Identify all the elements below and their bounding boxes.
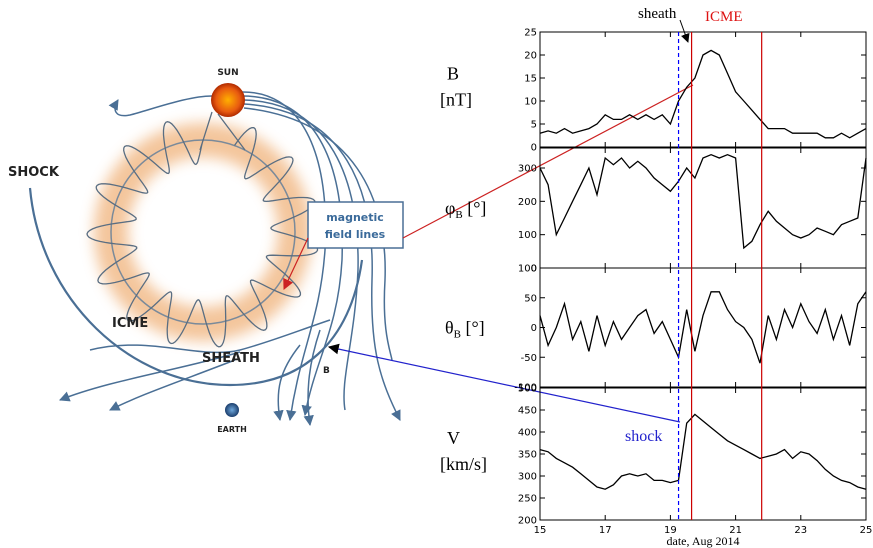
y-label-unit: [°] xyxy=(463,198,487,218)
y-tick-label: 200 xyxy=(518,516,537,527)
x-tick-label: 21 xyxy=(729,525,742,536)
y-tick-label: 300 xyxy=(518,472,537,483)
y-tick-label: 250 xyxy=(518,494,537,505)
y-label-symbol: φ xyxy=(445,198,455,218)
y-tick-label: 400 xyxy=(518,428,537,439)
y-tick-label: 300 xyxy=(518,164,537,175)
earth xyxy=(225,403,239,417)
y-tick-label: 0 xyxy=(531,323,537,334)
y-tick-label: 100 xyxy=(518,230,537,241)
x-tick-label: 15 xyxy=(534,525,547,536)
field-lines xyxy=(28,91,401,427)
y-tick-label: 10 xyxy=(524,97,537,108)
y-label: [nT] xyxy=(440,90,472,110)
y-label: φB [°] xyxy=(445,198,486,221)
annotation: shock xyxy=(625,428,662,445)
x-tick-label: 19 xyxy=(664,525,677,536)
y-tick-label: 15 xyxy=(524,74,537,85)
x-tick-label: 25 xyxy=(860,525,873,536)
data-line xyxy=(539,153,867,250)
icme-glow xyxy=(94,123,312,341)
b-label: B xyxy=(323,366,330,376)
y-tick-label: 350 xyxy=(518,450,537,461)
data-line xyxy=(539,291,867,364)
y-tick-label: 100 xyxy=(518,264,537,275)
sun-label: SUN xyxy=(217,68,238,78)
panel-frame xyxy=(539,147,867,269)
box-label: magnetic xyxy=(326,211,384,224)
y-label-unit: [°] xyxy=(461,318,485,338)
connector xyxy=(283,237,309,290)
annotation-arrow xyxy=(679,19,690,43)
icme-label: ICME xyxy=(112,316,148,331)
shock-label: SHOCK xyxy=(8,165,60,180)
y-tick-label: 0 xyxy=(531,264,537,275)
y-label: B xyxy=(447,64,459,84)
panel-frame xyxy=(539,387,867,521)
data-line xyxy=(539,49,867,139)
y-tick-label: 20 xyxy=(524,51,537,62)
annotation: ICME xyxy=(705,9,743,25)
y-tick-label: 200 xyxy=(518,197,537,208)
y-tick-label: -100 xyxy=(514,383,537,394)
y-label-symbol: θ xyxy=(445,318,454,338)
y-label-sub: B xyxy=(455,209,462,221)
x-label: date, Aug 2014 xyxy=(667,534,740,548)
sun xyxy=(211,83,245,117)
annotation: sheath xyxy=(638,6,677,22)
panel-frame xyxy=(539,31,867,148)
box-label: field lines xyxy=(325,228,386,241)
x-tick-label: 17 xyxy=(599,525,612,536)
connector xyxy=(402,84,694,239)
y-tick-label: 50 xyxy=(524,293,537,304)
y-label: [km/s] xyxy=(440,454,487,474)
y-tick-label: 0 xyxy=(531,143,537,154)
diagram: SUN SHOCK magnetic field lines ICME SHEA… xyxy=(8,68,404,434)
label-box xyxy=(307,201,404,249)
y-label: θB [°] xyxy=(445,318,485,341)
y-tick-label: 500 xyxy=(518,384,537,395)
sheath-label: SHEATH xyxy=(202,351,260,366)
y-tick-label: 5 xyxy=(531,120,537,131)
y-tick-label: 450 xyxy=(518,406,537,417)
y-label-sub: B xyxy=(454,329,461,341)
y-tick-label: -50 xyxy=(521,353,537,364)
data-line xyxy=(539,413,867,490)
y-tick-label: 25 xyxy=(524,28,537,39)
connector xyxy=(327,343,681,423)
y-label: V xyxy=(447,428,460,448)
earth-label: EARTH xyxy=(217,425,247,434)
panel-frame xyxy=(539,267,867,388)
x-tick-label: 23 xyxy=(794,525,807,536)
